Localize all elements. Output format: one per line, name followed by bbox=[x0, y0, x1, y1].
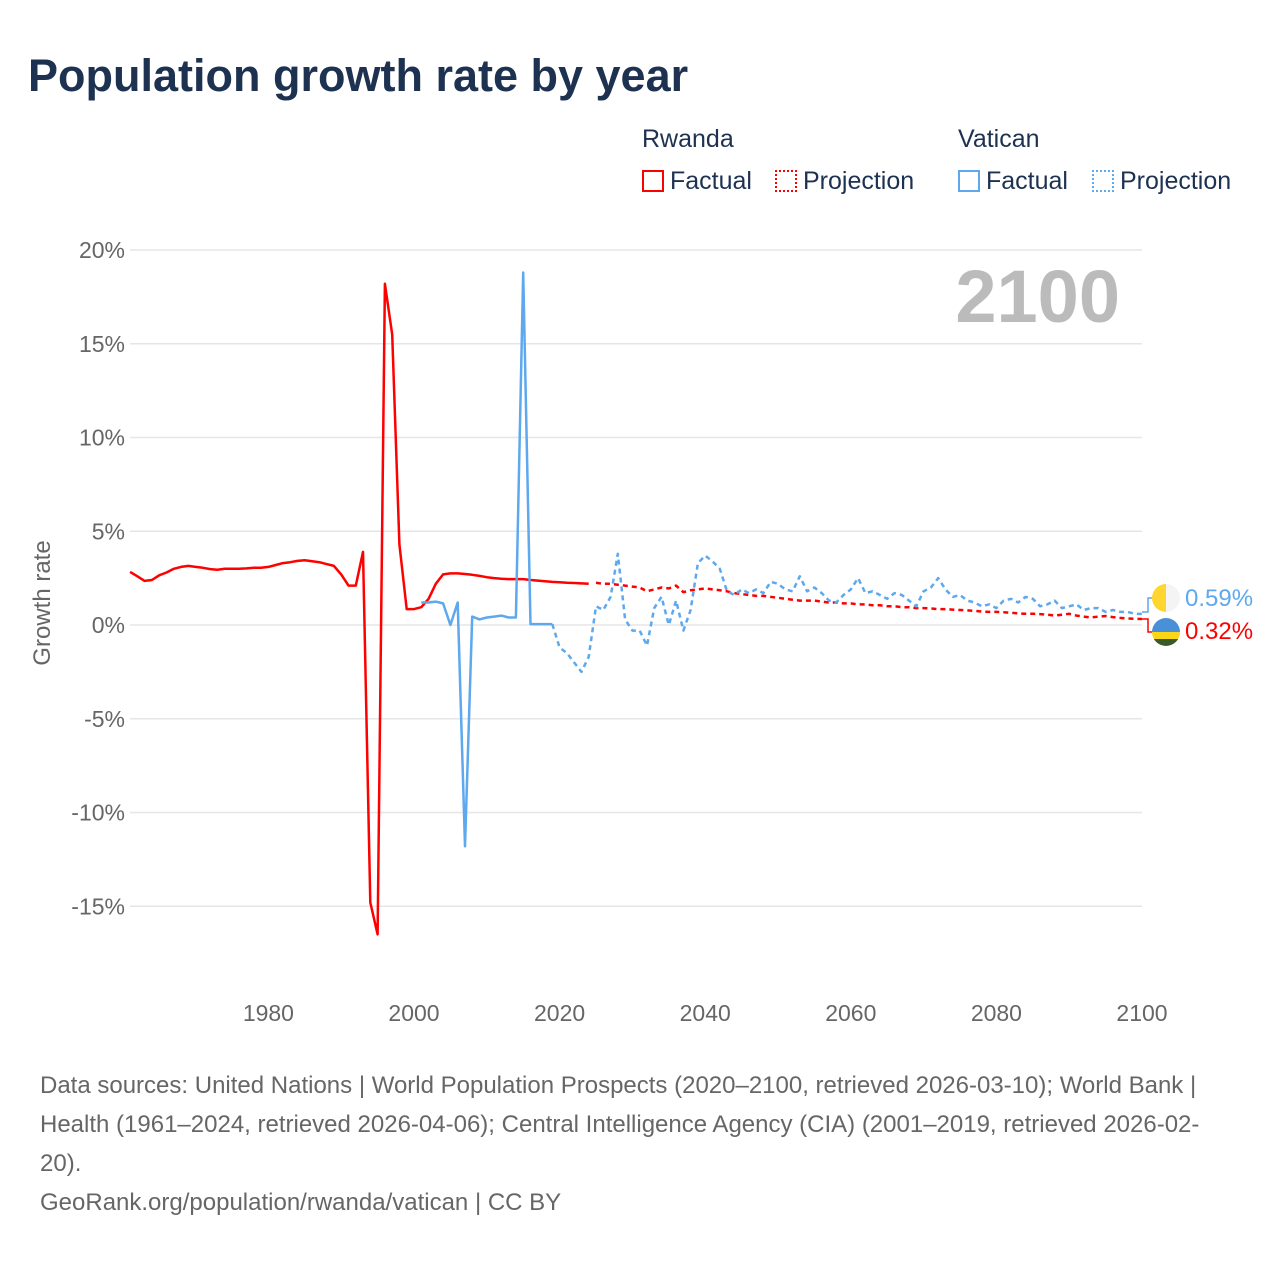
y-tick-label: 0% bbox=[92, 612, 125, 638]
x-tick-label: 2100 bbox=[1116, 1000, 1167, 1026]
y-tick-label: 5% bbox=[92, 518, 125, 544]
legend-label: Factual bbox=[986, 167, 1068, 195]
vatican-end-value: 0.59% bbox=[1185, 585, 1253, 612]
y-tick-label: 15% bbox=[79, 331, 125, 357]
rwanda-factual-line bbox=[129, 282, 589, 936]
legend-rwanda-factual[interactable]: Factual bbox=[642, 167, 752, 196]
chart-title: Population growth rate by year bbox=[28, 50, 689, 101]
legend-rwanda-projection[interactable]: Projection bbox=[775, 167, 914, 196]
chart-plot: 20% 15% 10% 5% 0% -5% -10% -15% 1980 2000 2020 2040… bbox=[29, 237, 1253, 1026]
rwanda-flag-icon bbox=[1152, 618, 1180, 646]
legend-label: Projection bbox=[803, 167, 915, 195]
legend-vatican-projection[interactable]: Projection bbox=[1092, 167, 1231, 196]
year-label: 2100 bbox=[955, 255, 1120, 338]
x-tick-label: 2040 bbox=[680, 1000, 731, 1026]
legend-swatch bbox=[1092, 170, 1114, 192]
legend-group-rwanda: Rwanda bbox=[642, 125, 734, 153]
y-tick-label: -10% bbox=[71, 800, 125, 826]
y-tick-label: -15% bbox=[71, 893, 125, 919]
y-axis-label: Growth rate bbox=[29, 540, 56, 665]
y-tick-label: 20% bbox=[79, 237, 125, 263]
legend-label: Projection bbox=[1120, 167, 1232, 195]
rwanda-projection-line bbox=[595, 581, 1143, 621]
y-tick-label: 10% bbox=[79, 425, 125, 451]
vatican-flag-icon bbox=[1152, 584, 1180, 612]
x-tick-label: 1980 bbox=[243, 1000, 294, 1026]
legend-vatican-factual[interactable]: Factual bbox=[958, 167, 1068, 196]
legend-swatch bbox=[958, 170, 980, 192]
vatican-factual-line bbox=[421, 271, 553, 848]
x-tick-label: 2020 bbox=[534, 1000, 585, 1026]
x-tick-label: 2060 bbox=[825, 1000, 876, 1026]
end-connector bbox=[1142, 597, 1154, 613]
legend-swatch bbox=[775, 170, 797, 192]
legend-group-vatican: Vatican bbox=[958, 125, 1040, 153]
end-connector bbox=[1142, 618, 1154, 633]
x-tick-label: 2080 bbox=[971, 1000, 1022, 1026]
rwanda-end-value: 0.32% bbox=[1185, 618, 1253, 645]
y-tick-label: -5% bbox=[84, 706, 125, 732]
credit-link[interactable]: GeoRank.org/population/rwanda/vatican | … bbox=[40, 1189, 562, 1216]
data-sources: Data sources: United Nations | World Pop… bbox=[40, 1072, 1200, 1177]
legend-swatch bbox=[642, 170, 664, 192]
vatican-projection-line bbox=[551, 552, 1143, 674]
legend-label: Factual bbox=[670, 167, 752, 195]
x-tick-label: 2000 bbox=[388, 1000, 439, 1026]
